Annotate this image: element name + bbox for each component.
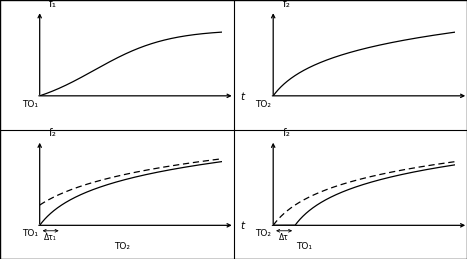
- Text: Δτ: Δτ: [279, 233, 289, 242]
- Text: f₂: f₂: [282, 0, 290, 9]
- Text: $t$: $t$: [240, 219, 247, 231]
- Text: TO₂: TO₂: [113, 242, 130, 251]
- Text: f₂: f₂: [49, 128, 57, 138]
- Text: f₂: f₂: [282, 128, 290, 138]
- Text: Δτ₁: Δτ₁: [44, 233, 57, 242]
- Text: $t$: $t$: [240, 90, 247, 102]
- Text: TO₁: TO₁: [22, 229, 38, 238]
- Text: TO₂: TO₂: [255, 100, 271, 109]
- Text: TO₁: TO₁: [22, 100, 38, 109]
- Text: f₁: f₁: [49, 0, 57, 9]
- Text: TO₁: TO₁: [296, 242, 312, 251]
- Text: TO₂: TO₂: [255, 229, 271, 238]
